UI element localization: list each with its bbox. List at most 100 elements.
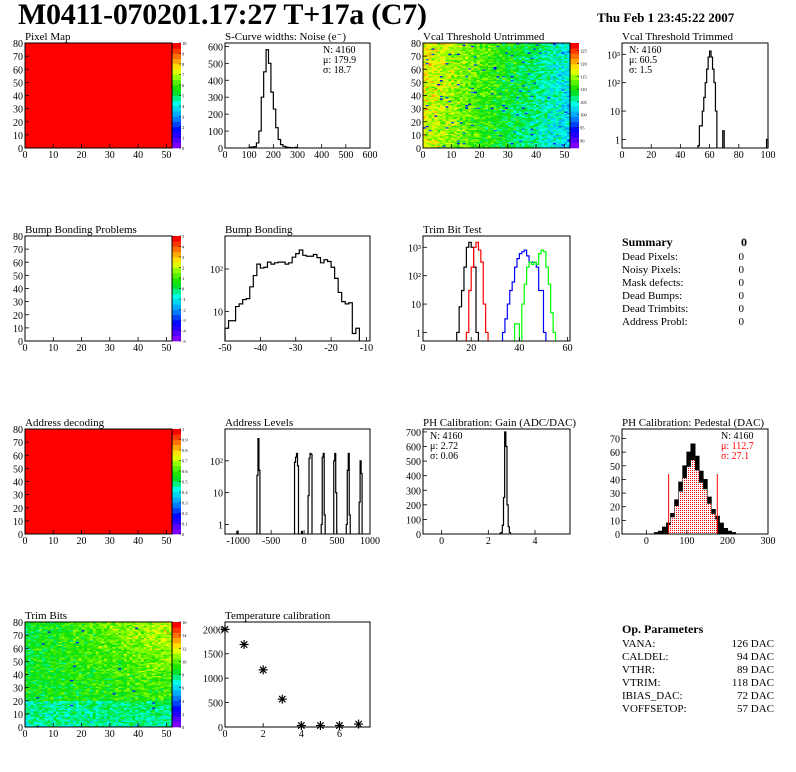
heatmap-cell xyxy=(485,121,489,124)
heatmap-cell xyxy=(437,96,441,99)
heatmap-cell xyxy=(423,43,427,45)
heatmap-cell xyxy=(499,49,503,52)
heatmap-cell xyxy=(502,87,506,90)
heatmap-cell xyxy=(490,62,494,65)
heatmap-cell xyxy=(434,73,438,75)
heatmap-cell xyxy=(482,78,486,81)
heatmap-cell xyxy=(553,64,557,66)
heatmap-cell xyxy=(459,109,463,112)
heatmap-cell xyxy=(533,106,537,108)
heatmap-cell xyxy=(459,127,463,129)
y-tick-label: 0 xyxy=(416,144,421,155)
heatmap-cell xyxy=(502,102,506,104)
heatmap-cell xyxy=(30,666,34,669)
heatmap-cell xyxy=(428,83,432,86)
heatmap-cell xyxy=(541,94,545,96)
heatmap-cell xyxy=(423,73,427,75)
heatmap-cell xyxy=(504,58,509,61)
heatmap-cell xyxy=(448,121,452,124)
y-tick-label: 500 xyxy=(208,59,223,70)
heatmap-cell xyxy=(476,52,480,54)
heatmap-cell xyxy=(521,128,526,130)
y-tick-label: 0 xyxy=(218,144,223,155)
heatmap-cell xyxy=(547,88,551,91)
heatmap-cell xyxy=(479,123,483,125)
chart-title: Trim Bits xyxy=(25,610,67,622)
heatmap-cell xyxy=(519,62,523,65)
heatmap-cell xyxy=(437,127,441,129)
heatmap-cell xyxy=(538,48,543,50)
heatmap-cell xyxy=(519,102,523,104)
heatmap-cell xyxy=(30,665,34,667)
heatmap-cell xyxy=(538,102,543,104)
heatmap-cell xyxy=(425,66,429,69)
heatmap-cell xyxy=(465,73,469,75)
heatmap-cell xyxy=(465,121,469,124)
heatmap-cell xyxy=(490,136,494,138)
heatmap-cell xyxy=(431,74,435,77)
heatmap-cell xyxy=(527,77,531,79)
heatmap-cell xyxy=(459,102,463,104)
heatmap-cell xyxy=(516,44,520,46)
heatmap-cell xyxy=(451,75,455,78)
heatmap-cell xyxy=(454,45,458,48)
heatmap-cell xyxy=(564,90,568,92)
heatmap-cell xyxy=(30,699,34,702)
heatmap-cell xyxy=(541,96,545,99)
heatmap-cell xyxy=(437,106,441,108)
heatmap-cell xyxy=(454,140,458,142)
heatmap-cell xyxy=(473,120,478,123)
heatmap-cell xyxy=(530,77,534,79)
heatmap-cell xyxy=(550,133,554,136)
heatmap-cell xyxy=(428,100,432,103)
heatmap-cell xyxy=(488,132,492,134)
heatmap-cell xyxy=(456,66,461,69)
heatmap-cell xyxy=(561,141,565,144)
heatmap-cell xyxy=(499,98,503,100)
y-tick-label: 20 xyxy=(13,118,23,129)
heatmap-cell xyxy=(558,115,562,117)
heatmap-cell xyxy=(564,96,568,99)
heatmap-cell xyxy=(510,61,514,63)
heatmap-cell xyxy=(519,74,523,77)
heatmap-cell xyxy=(496,125,500,128)
heatmap-cell xyxy=(456,134,461,137)
heatmap-cell xyxy=(564,75,568,78)
heatmap-cell xyxy=(471,94,475,96)
heatmap-cell xyxy=(493,46,497,49)
heatmap-cell xyxy=(448,99,452,102)
heatmap-cell xyxy=(561,85,565,87)
heatmap-cell xyxy=(504,113,509,116)
y-tick-label: 20 xyxy=(610,503,620,514)
heatmap-cell xyxy=(454,119,458,121)
heatmap-cell xyxy=(521,52,526,54)
heatmap-cell xyxy=(530,66,534,69)
heatmap-cell xyxy=(471,90,475,92)
heatmap-cell xyxy=(521,123,526,125)
heatmap-cell xyxy=(530,81,534,83)
heatmap-cell xyxy=(555,62,559,65)
heatmap-cell xyxy=(459,141,463,144)
heatmap-cell xyxy=(564,103,568,105)
heatmap-cell xyxy=(473,67,478,70)
heatmap-cell xyxy=(471,145,475,147)
heatmap-cell xyxy=(527,85,531,87)
heatmap-cell xyxy=(482,95,486,98)
heatmap-cell xyxy=(490,91,494,94)
heatmap-cell xyxy=(434,107,438,109)
heatmap-cell xyxy=(479,138,483,141)
heatmap-cell xyxy=(482,66,486,69)
heatmap-cell xyxy=(550,58,554,61)
colorbar-segment xyxy=(570,116,579,123)
heatmap-cell xyxy=(527,141,531,144)
heatmap-cell xyxy=(521,100,526,103)
heatmap-cell xyxy=(25,664,29,666)
chart-address-map: Address decoding00.10.20.30.40.50.60.70.… xyxy=(13,417,188,547)
heatmap-cell xyxy=(476,141,480,144)
heatmap-cell xyxy=(448,45,452,48)
heatmap-cell xyxy=(482,60,486,62)
heatmap-cell xyxy=(476,124,480,126)
heatmap-cell xyxy=(439,137,444,140)
heatmap-cell xyxy=(468,111,472,113)
heatmap-cell xyxy=(544,136,548,138)
